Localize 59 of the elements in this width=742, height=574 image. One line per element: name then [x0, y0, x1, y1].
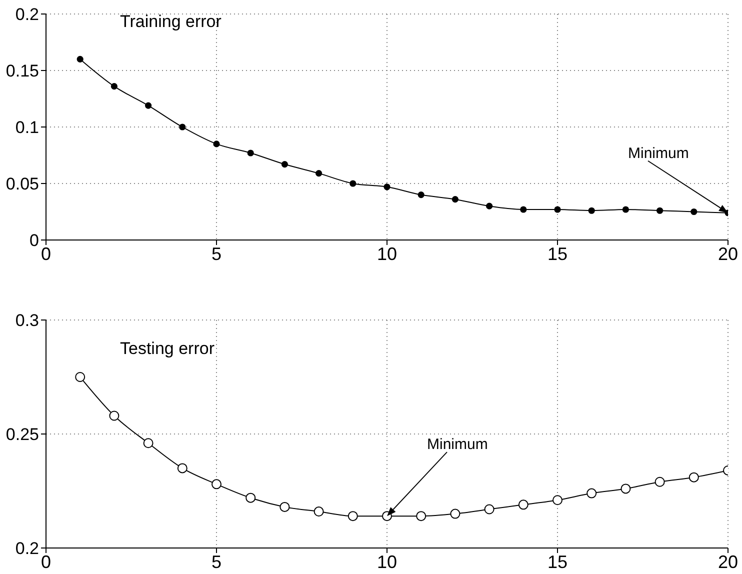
x-tick-label: 0 [40, 552, 52, 572]
point [350, 180, 356, 187]
point [110, 83, 118, 90]
y-tick-label: 0.1 [15, 118, 39, 138]
point [177, 463, 188, 474]
point [145, 102, 152, 109]
x-tick-label: 5 [211, 244, 222, 264]
point [520, 206, 527, 213]
text: Training error [120, 12, 222, 32]
point [109, 410, 120, 421]
point [450, 508, 460, 519]
y-tick-label: 0.15 [6, 62, 39, 81]
y-tick-label: 0.2 [15, 5, 39, 24]
point [281, 160, 288, 168]
text: Testing error [120, 339, 214, 359]
point [280, 502, 290, 512]
point [484, 504, 494, 514]
point [688, 472, 699, 482]
point [348, 511, 358, 522]
point [418, 192, 424, 198]
point [620, 484, 631, 494]
x-tick-label: 5 [211, 552, 222, 572]
point [75, 372, 86, 382]
point [588, 207, 595, 214]
point [179, 124, 186, 130]
point [143, 438, 154, 448]
point [384, 184, 390, 190]
point [552, 495, 562, 506]
point [654, 476, 665, 487]
point [554, 206, 561, 213]
x-tick-label: 15 [547, 244, 568, 264]
point [212, 479, 222, 490]
point [213, 140, 220, 148]
point [690, 208, 698, 216]
x-tick-label: 15 [547, 552, 568, 572]
point [314, 506, 324, 517]
point [656, 207, 664, 214]
annotation: Minimum [628, 144, 689, 162]
y-tick-label: 0.3 [15, 311, 39, 330]
point [76, 56, 84, 62]
point [518, 500, 528, 510]
point [247, 150, 254, 156]
point [486, 202, 493, 210]
point [622, 206, 629, 213]
y-tick-label: 0.05 [6, 174, 39, 194]
point [246, 492, 256, 503]
point [586, 488, 597, 498]
annotation: Minimum [427, 436, 488, 454]
point [416, 511, 426, 522]
point [316, 170, 322, 177]
y-tick-label: 0 [30, 231, 39, 250]
x-tick-label: 10 [376, 552, 398, 572]
x-tick-label: 20 [718, 552, 738, 572]
x-tick-label: 10 [376, 244, 398, 264]
y-tick-label: 0.25 [6, 425, 39, 444]
x-tick-label: 20 [718, 244, 738, 264]
x-tick-label: 0 [40, 244, 52, 264]
point [452, 196, 458, 203]
y-tick-label: 0.2 [15, 539, 39, 558]
